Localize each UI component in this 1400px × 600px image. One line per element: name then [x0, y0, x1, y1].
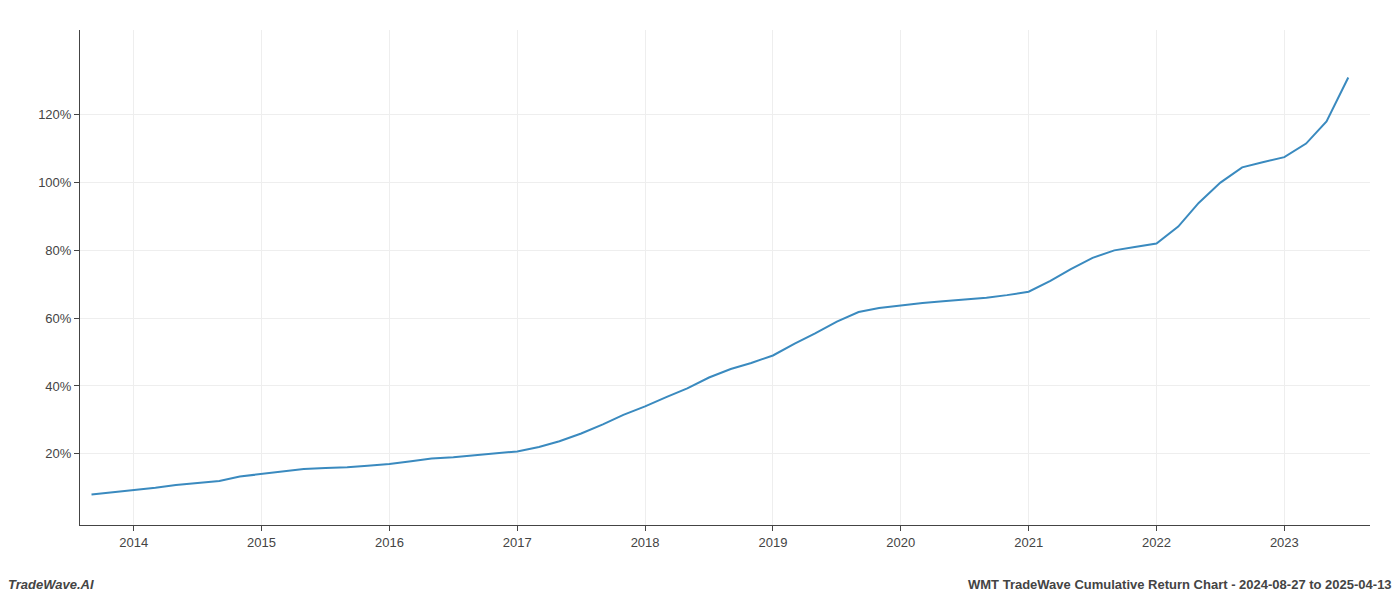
- svg-text:2018: 2018: [631, 535, 660, 550]
- svg-text:80%: 80%: [45, 243, 71, 258]
- svg-text:WMT TradeWave Cumulative Retur: WMT TradeWave Cumulative Return Chart - …: [968, 577, 1392, 592]
- svg-text:2019: 2019: [758, 535, 787, 550]
- svg-text:20%: 20%: [45, 446, 71, 461]
- svg-text:100%: 100%: [38, 175, 72, 190]
- svg-text:2023: 2023: [1270, 535, 1299, 550]
- svg-text:40%: 40%: [45, 379, 71, 394]
- svg-text:2017: 2017: [503, 535, 532, 550]
- svg-text:TradeWave.AI: TradeWave.AI: [8, 577, 94, 592]
- svg-text:2021: 2021: [1014, 535, 1043, 550]
- svg-text:60%: 60%: [45, 311, 71, 326]
- svg-text:2020: 2020: [886, 535, 915, 550]
- svg-text:2015: 2015: [247, 535, 276, 550]
- svg-text:120%: 120%: [38, 107, 72, 122]
- svg-text:2022: 2022: [1142, 535, 1171, 550]
- svg-text:2016: 2016: [375, 535, 404, 550]
- svg-text:2014: 2014: [119, 535, 148, 550]
